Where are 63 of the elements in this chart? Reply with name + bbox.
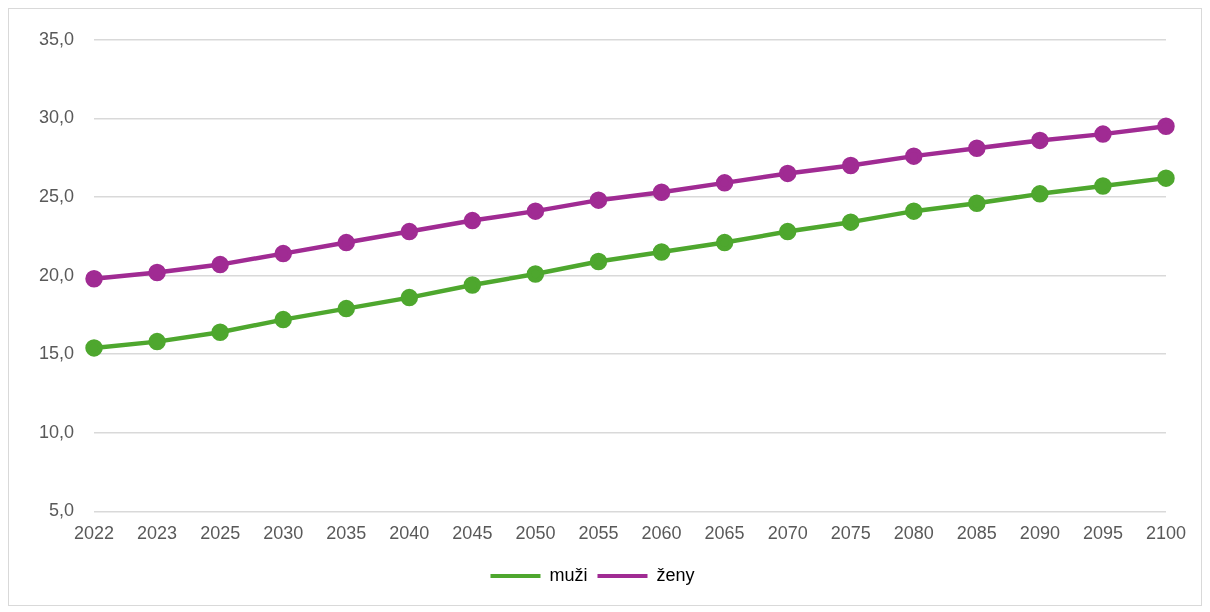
x-tick-label: 2085	[956, 523, 997, 544]
y-tick-label: 10,0	[38, 421, 75, 442]
point	[652, 183, 671, 202]
y-tick-label: 25,0	[38, 185, 75, 206]
x-tick-label: 2025	[200, 523, 241, 544]
point	[715, 174, 734, 192]
point	[841, 213, 860, 231]
point	[589, 252, 608, 271]
legend-label: ženy	[656, 564, 695, 585]
y-tick-label: 5,0	[49, 500, 75, 521]
y-tick-label: 30,0	[38, 107, 75, 128]
point	[85, 269, 103, 288]
point	[85, 339, 103, 357]
point	[1157, 117, 1175, 136]
point	[274, 310, 292, 329]
x-tick-label: 2050	[515, 523, 556, 544]
point	[526, 265, 545, 283]
point	[1031, 131, 1049, 150]
point	[274, 244, 292, 263]
point	[211, 323, 229, 341]
point	[905, 147, 923, 165]
x-tick-label: 2022	[74, 523, 115, 544]
x-tick-label: 2095	[1082, 523, 1123, 544]
x-tick-label: 2080	[893, 523, 934, 544]
point	[778, 222, 797, 241]
point	[463, 211, 482, 230]
point	[337, 233, 356, 252]
x-tick-label: 2075	[830, 523, 871, 544]
x-tick-label: 2070	[767, 523, 808, 544]
y-tick-label: 20,0	[38, 264, 75, 285]
point	[1094, 177, 1112, 195]
point	[463, 276, 482, 294]
x-tick-label: 2055	[578, 523, 619, 544]
point	[400, 222, 419, 241]
point	[589, 191, 608, 209]
point	[1031, 185, 1049, 203]
point	[968, 194, 986, 213]
y-tick-label: 35,0	[38, 28, 75, 49]
x-tick-label: 2060	[641, 523, 682, 544]
x-tick-label: 2045	[452, 523, 493, 544]
point	[148, 332, 166, 351]
point	[778, 164, 797, 183]
point	[400, 288, 419, 307]
point	[148, 263, 166, 282]
point	[526, 202, 545, 220]
point	[715, 233, 734, 252]
point	[968, 139, 986, 158]
point	[652, 243, 671, 261]
point	[1094, 125, 1112, 143]
x-tick-label: 2023	[137, 523, 178, 544]
x-tick-label: 2030	[263, 523, 304, 544]
point	[1157, 169, 1175, 187]
x-tick-label: 2040	[389, 523, 430, 544]
point	[905, 202, 923, 220]
point	[337, 299, 356, 318]
x-tick-label: 2090	[1019, 523, 1060, 544]
x-tick-label: 2065	[704, 523, 745, 544]
y-tick-label: 15,0	[38, 343, 75, 364]
point	[211, 255, 229, 274]
point	[841, 156, 860, 175]
x-tick-label: 2035	[326, 523, 367, 544]
legend-label: muži	[549, 564, 588, 585]
x-tick-label: 2100	[1145, 523, 1187, 544]
